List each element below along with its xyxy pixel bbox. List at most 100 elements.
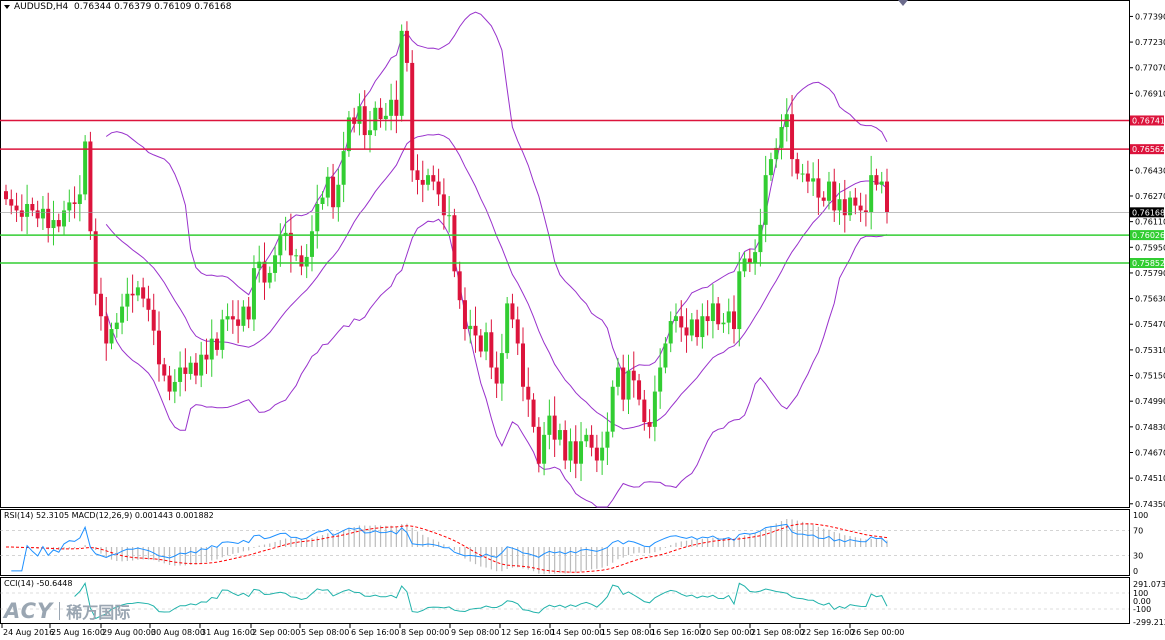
candle-body: [779, 127, 784, 148]
logo-chinese: 稀万国际: [66, 603, 131, 622]
time-tick-label: 20 Sep 00:00: [701, 628, 754, 637]
candle-body: [600, 447, 605, 461]
candle-body: [542, 434, 547, 464]
candle-body: [795, 159, 800, 174]
candle-body: [236, 319, 241, 326]
candle-body: [251, 268, 256, 320]
candle-body: [19, 210, 24, 217]
time-tick-label: 15 Sep 08:00: [601, 628, 654, 637]
bollinger-upper: [105, 11, 888, 376]
candle-body: [832, 181, 837, 211]
candle-body: [4, 191, 8, 200]
candle-body: [25, 204, 30, 217]
candle-body: [647, 422, 652, 427]
rsi-axis-label: 100: [1133, 511, 1148, 520]
cci-axis-label: 0.00: [1133, 597, 1151, 606]
candle-body: [325, 176, 330, 198]
candle-body: [753, 252, 758, 264]
time-tick-label: 29 Aug 00:00: [102, 628, 156, 637]
bollinger-middle: [105, 133, 888, 430]
cci-axis-label: 291.0732: [1133, 580, 1165, 589]
candle-body: [188, 362, 193, 374]
candle-body: [383, 115, 388, 120]
candle-body: [695, 319, 700, 338]
candle-body: [494, 367, 499, 384]
time-tick-label: 21 Sep 08:00: [751, 628, 804, 637]
candle-body: [378, 107, 383, 120]
candle-body: [821, 197, 826, 201]
shift-marker-icon[interactable]: [898, 0, 908, 6]
level-tag: [1130, 115, 1164, 126]
candle-body: [209, 338, 214, 360]
candle-body: [441, 194, 446, 216]
candle-body: [109, 329, 114, 344]
price-tick-label: 0.74350: [1135, 500, 1165, 509]
candle-body: [563, 430, 568, 461]
candle-body: [484, 332, 489, 352]
candle-body: [420, 179, 425, 185]
time-tick-label: 14 Sep 00:00: [551, 628, 604, 637]
time-tick-label: 24 Aug 2016: [3, 628, 54, 637]
candle-body: [626, 370, 631, 400]
candle-body: [309, 231, 314, 257]
candle-body: [800, 173, 805, 175]
candle-body: [869, 175, 874, 213]
level-label: 0.76026: [1132, 231, 1165, 240]
candle-body: [410, 62, 415, 171]
price-tick-label: 0.75150: [1135, 372, 1165, 381]
candle-body: [510, 303, 515, 320]
level-label: 0.76562: [1132, 145, 1165, 154]
candle-body: [83, 141, 88, 195]
candle-body: [848, 197, 853, 216]
macd-signal-line: [6, 523, 888, 573]
candle-body: [368, 130, 373, 136]
price-tick-label: 0.76110: [1135, 218, 1165, 227]
candle-body: [125, 293, 130, 307]
candle-body: [879, 181, 884, 185]
candle-body: [584, 434, 589, 442]
level-label: 0.76741: [1132, 116, 1165, 125]
chevron-down-icon[interactable]: [4, 4, 10, 9]
candle-body: [853, 197, 858, 206]
acy-logo: ACY 稀万国际: [4, 598, 130, 624]
candle-body: [436, 181, 441, 195]
time-tick-label: 22 Sep 16:00: [801, 628, 854, 637]
candle-body: [178, 367, 183, 382]
logo-divider: [59, 602, 61, 620]
candle-body: [357, 106, 362, 124]
cci-panel-frame: [0, 577, 1130, 624]
candle-body: [183, 367, 188, 374]
time-tick-label: 2 Sep 00:00: [252, 628, 300, 637]
candle-body: [130, 293, 135, 296]
candle-body: [135, 287, 140, 296]
candle-body: [457, 271, 462, 301]
candle-body: [172, 381, 177, 392]
candle-body: [167, 375, 172, 392]
rsi-line: [11, 523, 888, 572]
candle-body: [774, 147, 779, 160]
price-tick-label: 0.74990: [1135, 397, 1165, 406]
ohlc-values: 0.76344 0.76379 0.76109 0.76168: [74, 2, 232, 12]
candle-body: [557, 430, 562, 440]
price-tick-label: 0.75630: [1135, 295, 1165, 304]
candle-body: [700, 316, 705, 338]
candle-body: [215, 338, 220, 350]
candle-body: [758, 224, 763, 253]
candle-body: [658, 367, 663, 392]
candle-body: [273, 255, 278, 273]
candle-body: [389, 99, 394, 116]
time-tick-label: 5 Sep 08:00: [301, 628, 349, 637]
symbol-name: AUDUSD,H4: [14, 2, 69, 12]
candle-body: [9, 199, 14, 206]
candle-body: [151, 309, 156, 331]
cci-axis-label: -100: [1133, 605, 1151, 614]
candle-body: [320, 197, 325, 204]
current-price-label: 0.76168: [1132, 208, 1165, 217]
candle-body: [837, 199, 842, 211]
candle-body: [262, 261, 267, 283]
bollinger-lower: [105, 218, 888, 508]
candle-body: [399, 30, 404, 116]
candle-body: [72, 202, 77, 204]
price-tick-label: 0.76270: [1135, 192, 1165, 201]
